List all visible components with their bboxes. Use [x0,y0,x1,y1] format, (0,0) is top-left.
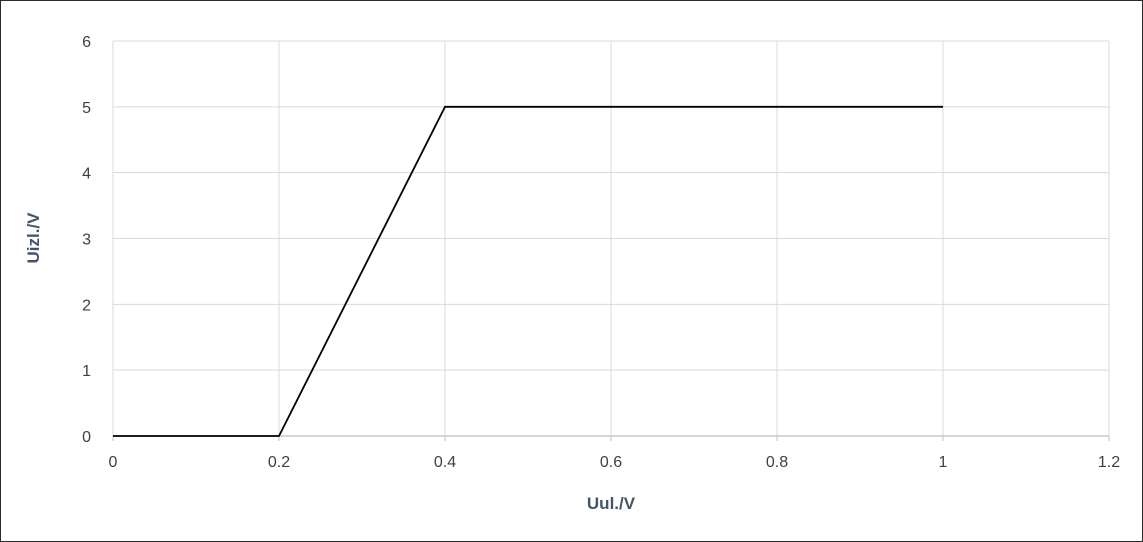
series-line-0 [113,105,943,437]
label-layer: 0 1 2 3 4 5 6 0 0.2 0.4 0.6 0.8 1 1.2 [82,34,1120,471]
y-tick-label: 1 [82,363,91,380]
y-tick-label: 0 [82,429,91,446]
x-tick-label: 0.8 [766,454,788,471]
y-axis-title: Uizl./V [24,212,43,264]
x-tick-label: 1 [939,454,948,471]
x-tick-label: 0.4 [434,454,456,471]
y-tick-label: 2 [82,297,91,314]
x-tick-label: 1.2 [1098,454,1120,471]
x-tick-label: 0.2 [268,454,290,471]
x-tick-label: 0.6 [600,454,622,471]
y-tick-label: 6 [82,34,91,51]
y-tick-label: 4 [82,166,91,183]
x-axis-title: Uul./V [587,494,636,513]
y-tick-label: 3 [82,232,91,249]
y-tick-label: 5 [82,100,91,117]
x-tick-label: 0 [109,454,118,471]
grid-layer [112,40,1110,436]
series-layer [113,105,943,437]
